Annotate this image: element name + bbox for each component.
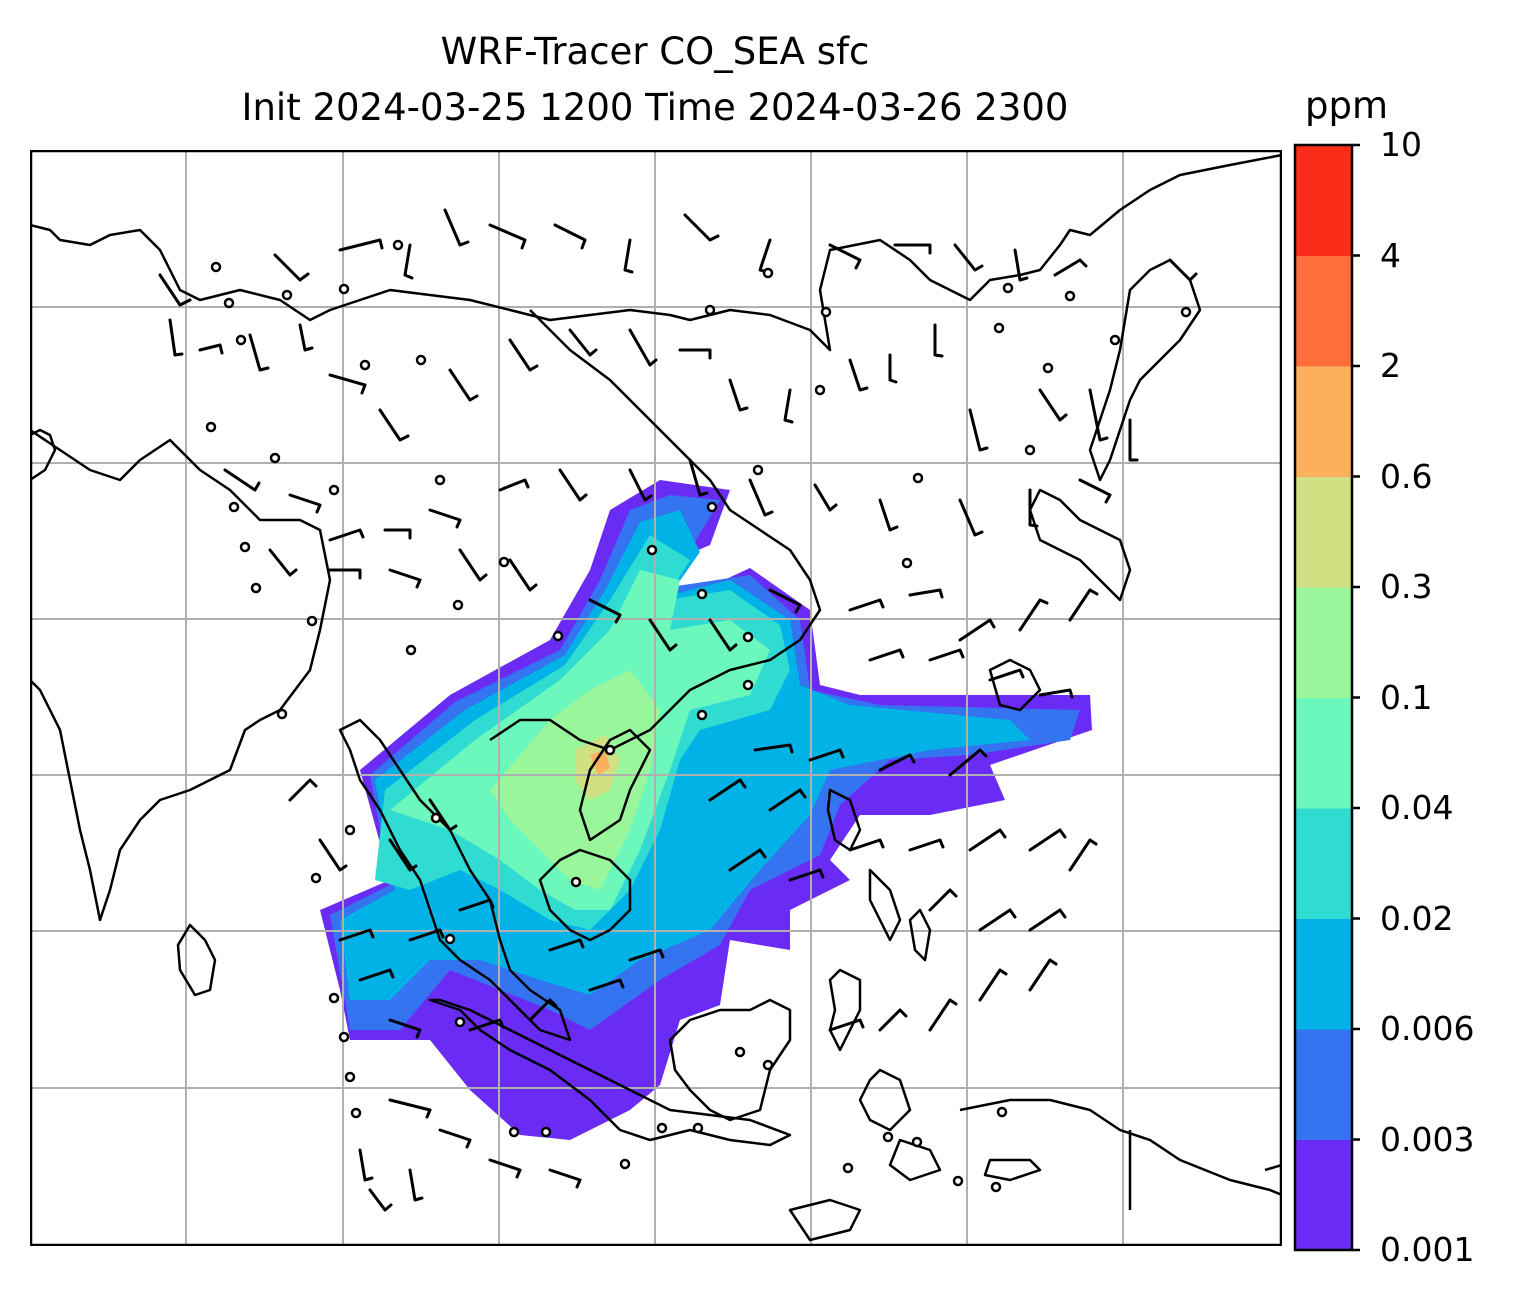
chart-title: WRF-Tracer CO_SEA sfc — [440, 30, 870, 73]
colorbar-tick-label: 0.006 — [1380, 1009, 1475, 1048]
calm-wind-markers — [205, 239, 1192, 1193]
colorbar-tick-label: 0.1 — [1380, 677, 1433, 717]
colorbar-tick-label: 4 — [1380, 235, 1401, 275]
map-frame — [30, 150, 1282, 1246]
colorbar — [1293, 143, 1360, 1252]
map-panel — [30, 150, 1282, 1246]
colorbar-segment — [1295, 255, 1352, 367]
colorbar-segment — [1295, 145, 1352, 256]
colorbar-tick-label: 0.02 — [1380, 898, 1454, 938]
colorbar-tick-label: 0.6 — [1380, 456, 1433, 496]
colorbar-tick-label: 2 — [1380, 346, 1401, 385]
colorbar-segment — [1295, 1029, 1352, 1140]
colorbar-segment — [1295, 697, 1352, 809]
colorbar-tick-label: 0.001 — [1380, 1230, 1475, 1269]
colorbar-segment — [1295, 918, 1352, 1030]
colorbar-unit: ppm — [1305, 84, 1389, 127]
colorbar-tick-label: 0.003 — [1380, 1119, 1475, 1159]
colorbar-tick-label: 0.04 — [1380, 788, 1454, 827]
colorbar-segment — [1295, 366, 1352, 477]
colorbar-tick-label: 10 — [1380, 125, 1422, 164]
colorbar-segment — [1295, 476, 1352, 588]
colorbar-tick-label: 0.3 — [1380, 567, 1433, 606]
wind-barbs — [158, 208, 1198, 1212]
colorbar-segment — [1295, 808, 1352, 919]
tracer-level-0.6 — [590, 750, 610, 775]
colorbar-segment — [1295, 587, 1352, 698]
chart-subtitle: Init 2024-03-25 1200 Time 2024-03-26 230… — [241, 86, 1069, 129]
colorbar-segment — [1295, 1139, 1352, 1251]
